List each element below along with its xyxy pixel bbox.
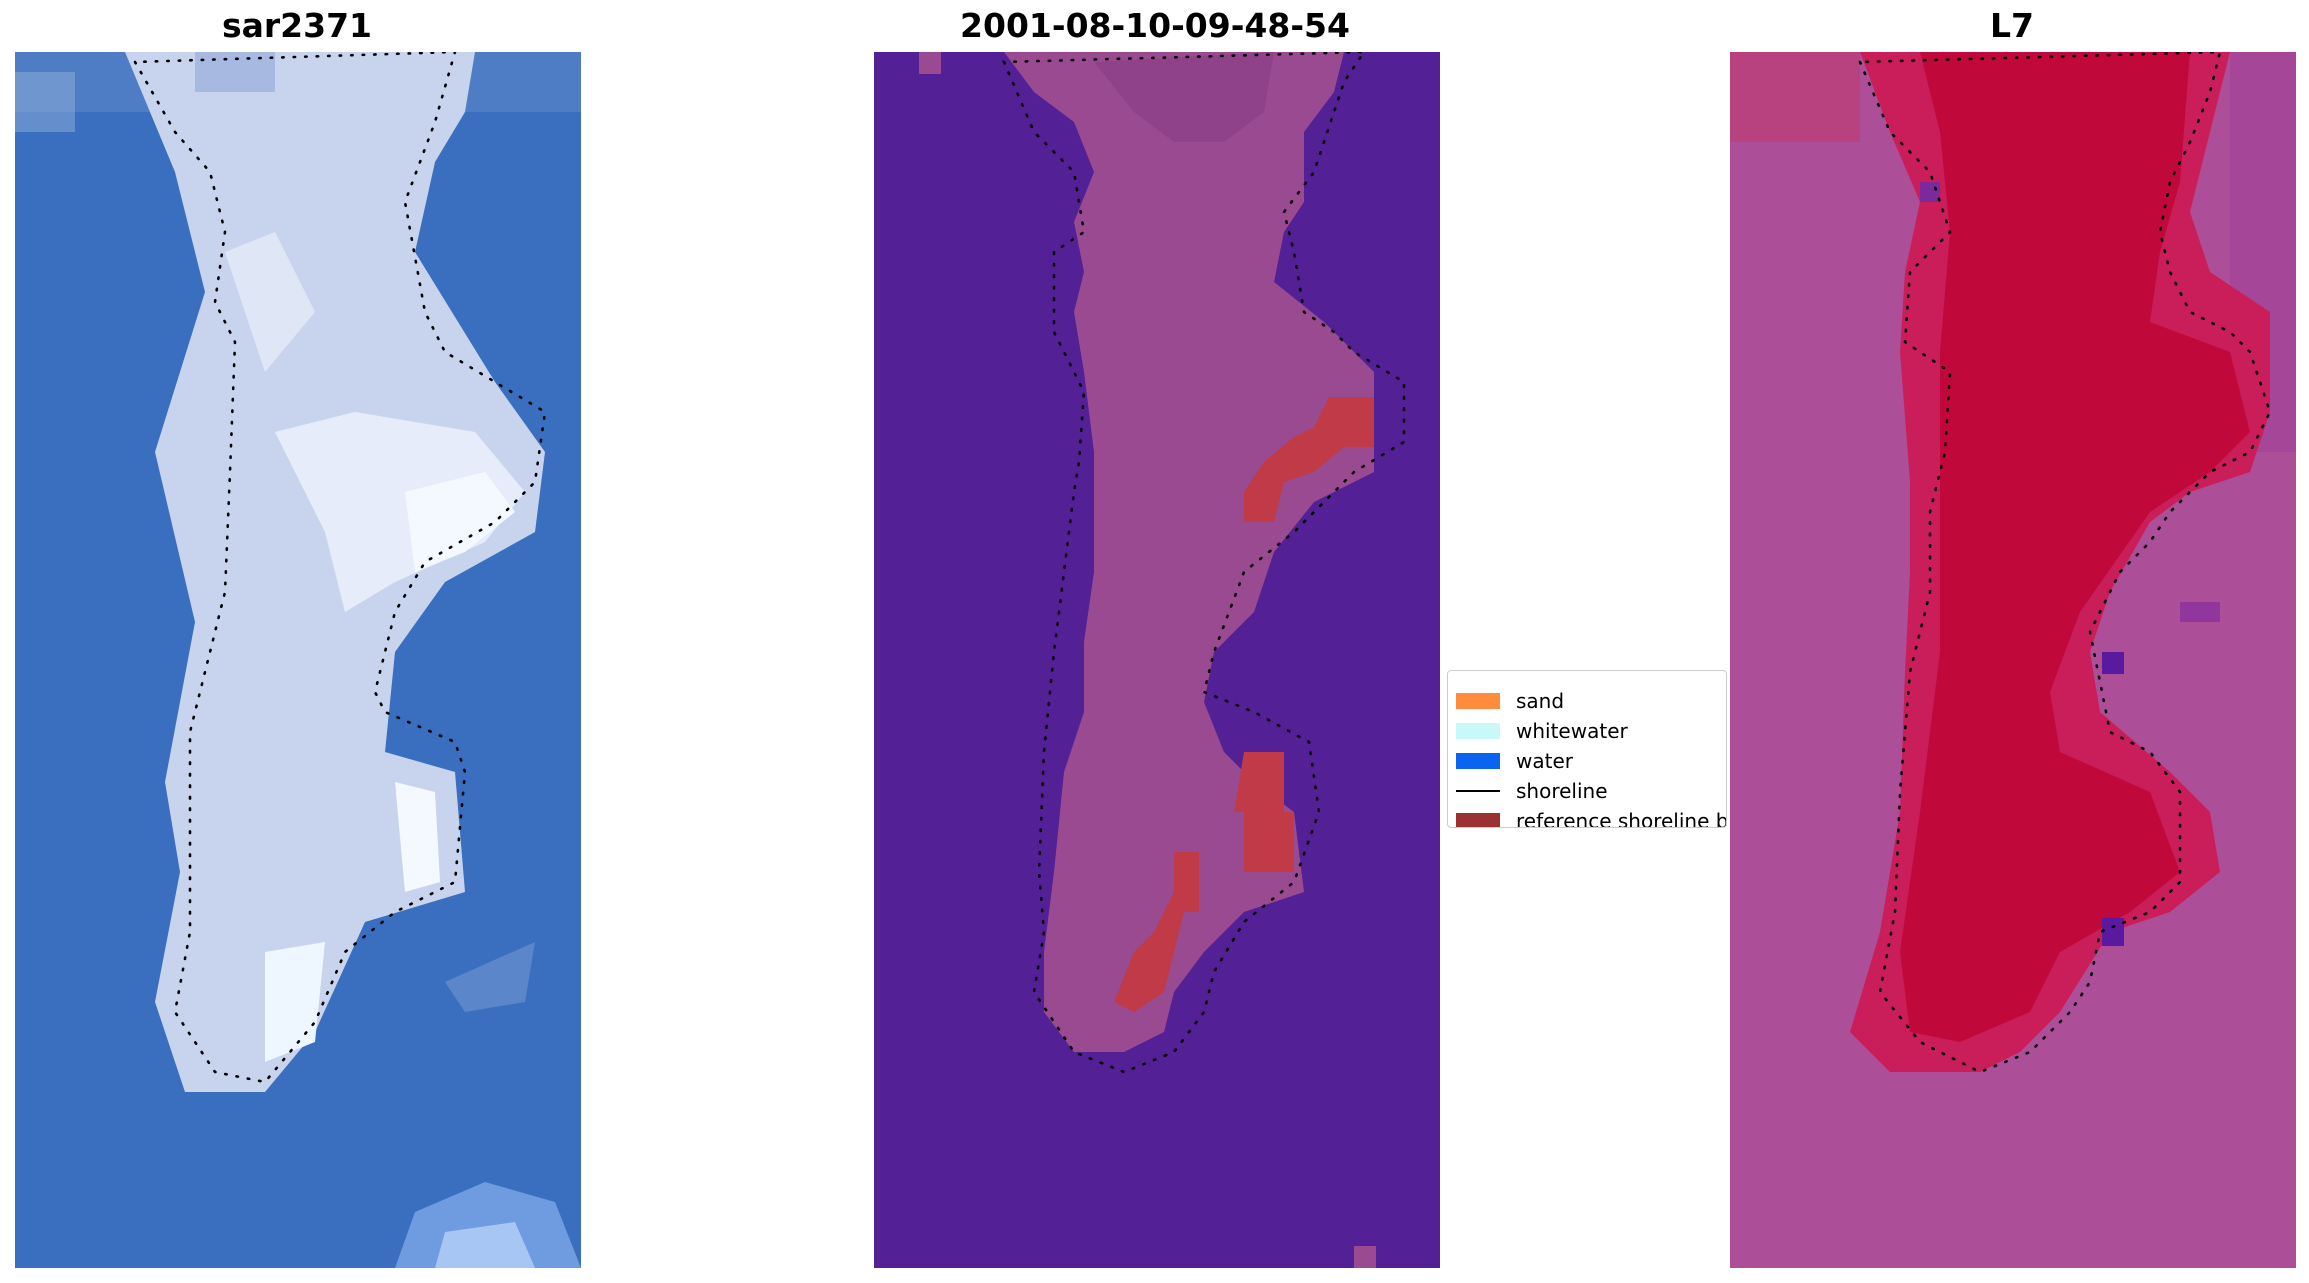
index-image (1730, 52, 2296, 1268)
legend-label-shoreline: shoreline (1516, 779, 1608, 803)
legend-label-sand: sand (1516, 689, 1565, 713)
legend-item-shoreline: shoreline (1456, 778, 1608, 804)
rgb-image-panel (15, 52, 581, 1268)
rgb-image (15, 52, 581, 1268)
legend-line-shoreline (1456, 790, 1500, 792)
legend-label-whitewater: whitewater (1516, 719, 1628, 743)
index-image-panel (1730, 52, 2296, 1268)
legend-item-whitewater: whitewater (1456, 718, 1628, 744)
legend-swatch-whitewater (1456, 723, 1500, 739)
legend-item-reference-buffer: reference shoreline b (1456, 808, 1727, 828)
legend-swatch-reference-buffer (1456, 813, 1500, 827)
classified-image-panel (874, 52, 1440, 1268)
panel-title-classified: 2001-08-10-09-48-54 (960, 6, 1350, 45)
panel-title-rgb: sar2371 (221, 6, 373, 45)
legend: sand whitewater water shoreline referenc… (1447, 670, 1727, 828)
legend-swatch-water (1456, 753, 1500, 769)
classified-image (874, 52, 1440, 1268)
legend-swatch-sand (1456, 693, 1500, 709)
panel-title-index: L7 (1990, 6, 2034, 45)
legend-label-water: water (1516, 749, 1573, 773)
legend-label-reference-buffer: reference shoreline b (1516, 809, 1727, 828)
legend-item-sand: sand (1456, 688, 1564, 714)
legend-item-water: water (1456, 748, 1573, 774)
